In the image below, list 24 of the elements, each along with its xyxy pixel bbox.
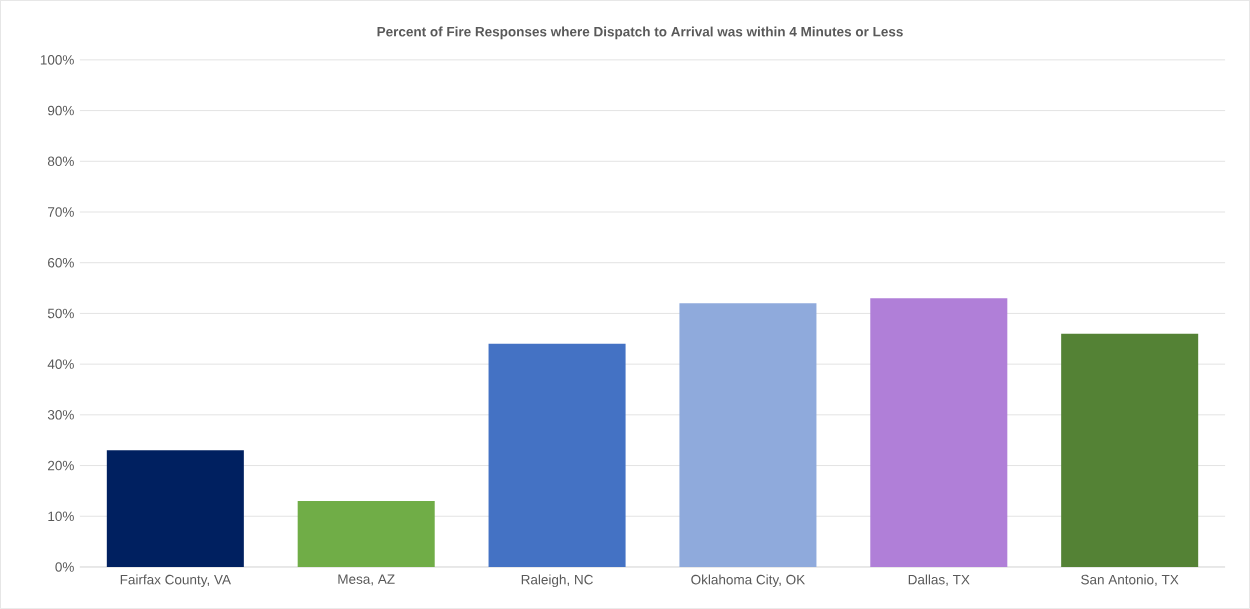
y-tick-label: 60%: [48, 258, 74, 268]
bar: [679, 303, 817, 568]
y-tick-label: 100%: [40, 55, 74, 65]
y-tick-label: 30%: [47, 410, 74, 420]
x-tick-label: Oklahoma City, OK: [691, 574, 806, 588]
x-tick-label: Raleigh, NC: [521, 574, 593, 588]
x-tick-label: Mesa, AZ: [338, 574, 395, 586]
bar: [297, 501, 435, 568]
y-tick-label: 0%: [55, 562, 74, 572]
y-tick-label: 20%: [48, 460, 74, 471]
y-tick-label: 70%: [48, 207, 74, 217]
y-tick-label: 90%: [47, 105, 74, 116]
y-tick-label: 10%: [48, 511, 74, 522]
bar: [870, 298, 1008, 568]
x-tick-label: Dallas, TX: [908, 574, 970, 587]
y-tick-label: 50%: [47, 308, 74, 319]
bar: [1061, 333, 1199, 568]
y-tick-label: 80%: [47, 156, 74, 167]
x-tick-label: San Antonio, TX: [1081, 574, 1179, 587]
x-tick-label: Fairfax County, VA: [120, 574, 231, 588]
chart-title: Percent of Fire Responses where Dispatch to Arrival was within 4 Minutes or Less: [377, 26, 903, 40]
y-tick-label: 40%: [47, 359, 74, 369]
bar: [488, 343, 626, 568]
bar: [106, 450, 244, 568]
